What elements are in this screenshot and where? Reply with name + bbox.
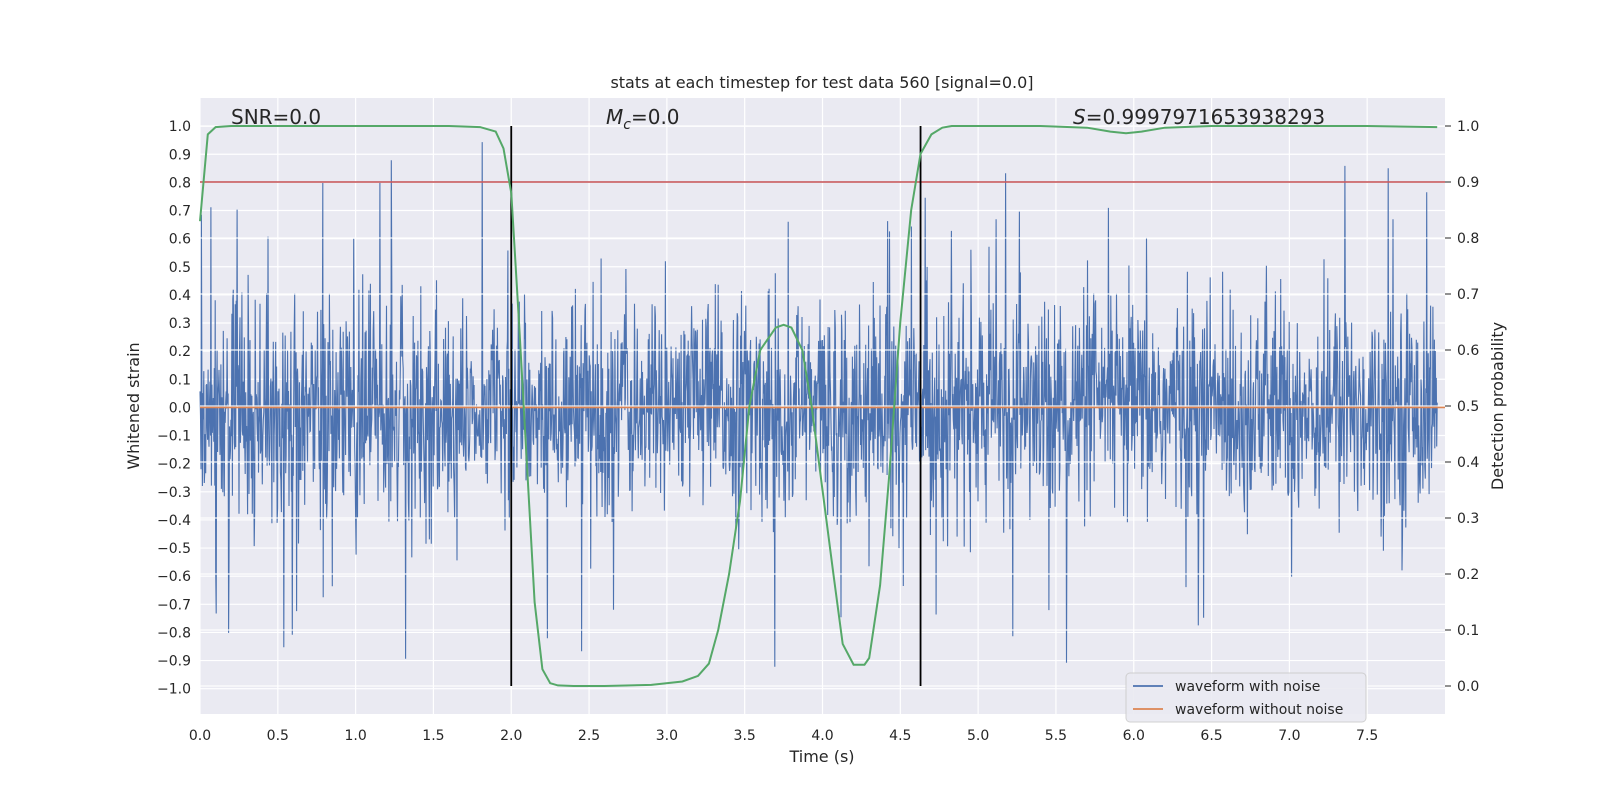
ticks: 0.0 0.5 1.0 1.5 2.0 2.5 3.0 3.5 4.0 4.5 5.0 5.5 6.0 6… <box>157 119 1479 744</box>
s-annotation: S=0.9997971653938293 <box>1073 105 1325 129</box>
y-tick-label: 0.3 <box>169 316 191 332</box>
y-tick-label: 1.0 <box>169 119 191 135</box>
y-tick-label: −0.5 <box>157 541 191 557</box>
x-tick-label: 4.5 <box>889 728 911 744</box>
x-tick-label: 7.0 <box>1278 728 1300 744</box>
s-value: =0.9997971653938293 <box>1086 105 1325 129</box>
y2-tick-label: 0.5 <box>1457 399 1479 415</box>
y-tick-label: −1.0 <box>157 682 191 698</box>
x-tick-label: 2.5 <box>578 728 600 744</box>
x-tick-label: 0.5 <box>267 728 289 744</box>
y-axis-label: Whitened strain <box>124 342 143 469</box>
x-tick-label: 3.5 <box>734 728 756 744</box>
y-tick-label: 0.0 <box>169 400 191 416</box>
s-symbol: S <box>1073 105 1086 129</box>
y-tick-label: −0.2 <box>157 457 191 473</box>
y2-tick-label: 0.0 <box>1457 679 1479 695</box>
y-tick-label: 0.1 <box>169 372 191 388</box>
mc-annotation: Mc=0.0 <box>606 105 680 133</box>
mc-value: =0.0 <box>631 105 680 129</box>
y2-tick-label: 0.3 <box>1457 511 1479 527</box>
legend: waveform with noise waveform without noi… <box>1125 672 1367 723</box>
y-tick-label: −0.6 <box>157 569 191 585</box>
mc-subscript: c <box>623 117 631 133</box>
y2-tick-label: 1.0 <box>1457 119 1479 135</box>
traces <box>199 125 1445 687</box>
chart-title: stats at each timestep for test data 560… <box>610 73 1033 92</box>
y-tick-label: −0.1 <box>157 429 191 445</box>
y2-tick-label: 0.7 <box>1457 287 1479 303</box>
y2-axis-label: Detection probability <box>1488 322 1507 490</box>
y-tick-label: −0.9 <box>157 654 191 670</box>
x-tick-label: 4.0 <box>811 728 833 744</box>
y2-tick-label: 0.1 <box>1457 623 1479 639</box>
y-tick-label: 0.7 <box>169 204 191 220</box>
noisy-waveform-line <box>199 142 1438 667</box>
detection-probability-line <box>199 125 1438 687</box>
snr-annotation: SNR=0.0 <box>231 105 321 129</box>
x-tick-label: 5.5 <box>1045 728 1067 744</box>
x-tick-label: 5.0 <box>967 728 989 744</box>
legend-label-noise: waveform with noise <box>1175 679 1320 695</box>
x-tick-label: 1.5 <box>422 728 444 744</box>
y-tick-label: −0.4 <box>157 513 191 529</box>
x-axis-label: Time (s) <box>788 747 854 766</box>
y2-tick-label: 0.4 <box>1457 455 1479 471</box>
x-tick-label: 2.0 <box>500 728 522 744</box>
x-tick-label: 3.0 <box>656 728 678 744</box>
y2-tick-label: 0.9 <box>1457 175 1479 191</box>
y-tick-label: −0.8 <box>157 625 191 641</box>
y-tick-label: 0.4 <box>169 288 191 304</box>
x-tick-label: 7.5 <box>1356 728 1378 744</box>
y2-tick-label: 0.2 <box>1457 567 1479 583</box>
x-tick-label: 1.0 <box>344 728 366 744</box>
mc-symbol: M <box>606 105 623 129</box>
y-tick-label: 0.6 <box>169 232 191 248</box>
y-tick-label: 0.2 <box>169 344 191 360</box>
y-tick-label: −0.3 <box>157 485 191 501</box>
y-tick-label: 0.8 <box>169 175 191 191</box>
legend-box <box>1125 672 1367 723</box>
y-tick-label: 0.5 <box>169 260 191 276</box>
y2-tick-label: 0.8 <box>1457 231 1479 247</box>
x-tick-label: 0.0 <box>189 728 211 744</box>
legend-label-clean: waveform without noise <box>1175 702 1343 718</box>
x-tick-label: 6.0 <box>1123 728 1145 744</box>
x-tick-label: 6.5 <box>1200 728 1222 744</box>
y-tick-label: 0.9 <box>169 147 191 163</box>
y-tick-label: −0.7 <box>157 597 191 613</box>
y2-tick-label: 0.6 <box>1457 343 1479 359</box>
